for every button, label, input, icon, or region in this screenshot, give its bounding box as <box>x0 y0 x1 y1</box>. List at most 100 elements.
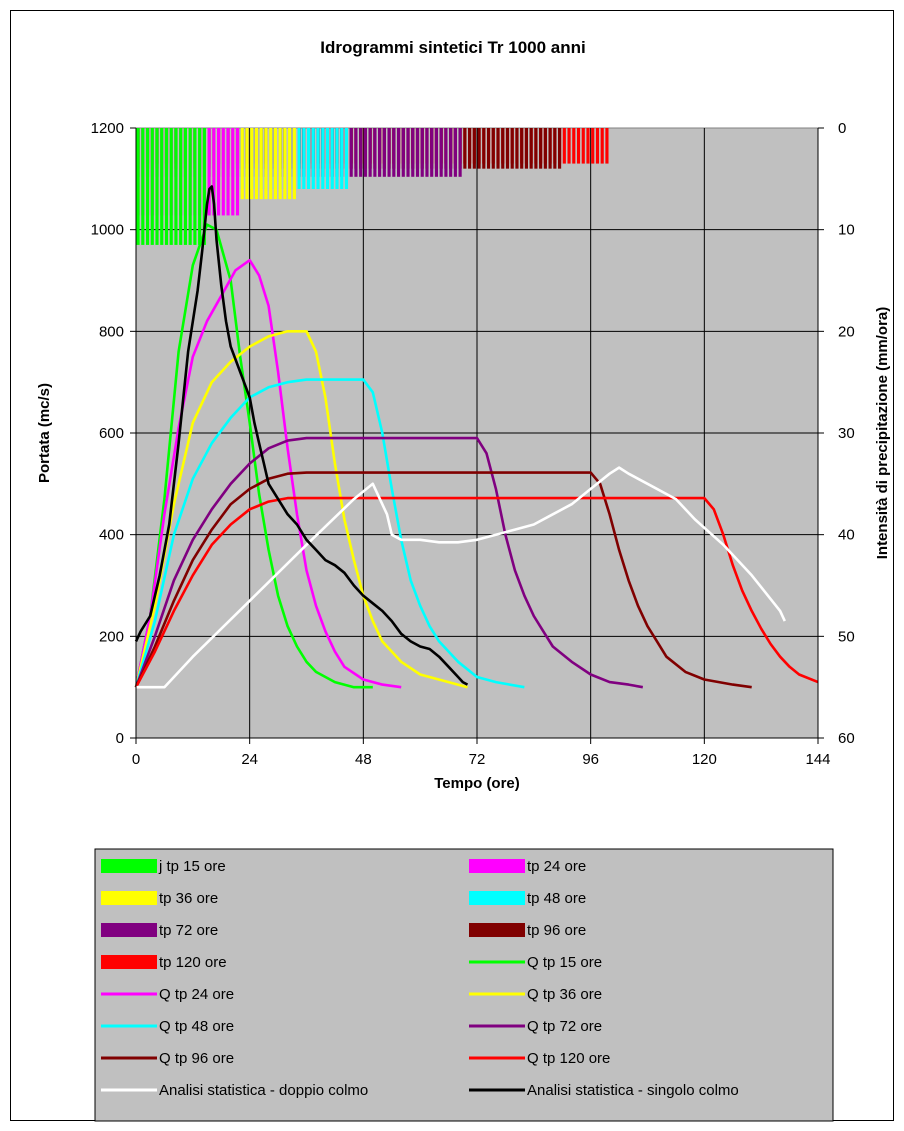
rain-bar <box>373 128 377 177</box>
legend-label: Q tp 96 ore <box>159 1050 234 1067</box>
rain-bar <box>496 128 500 169</box>
y-tick-label: 1200 <box>91 120 124 137</box>
legend-item: tp 120 ore <box>101 954 227 971</box>
rain-bar <box>354 128 358 177</box>
rain-bar <box>572 128 576 164</box>
x-tick-label: 120 <box>692 751 717 768</box>
rain-bar <box>449 128 453 177</box>
rain-bar <box>591 128 595 164</box>
legend-swatch-bar <box>469 859 525 873</box>
y2-tick-label: 60 <box>838 730 855 747</box>
y-tick-labels: 0 200 400 600 800 1000 1200 <box>91 120 124 747</box>
rain-bar <box>567 128 571 164</box>
legend-item: tp 24 ore <box>469 858 586 875</box>
rain-bar <box>278 128 282 200</box>
legend-item: Q tp 48 ore <box>101 1018 234 1035</box>
legend-label: Analisi statistica - singolo colmo <box>527 1082 739 1099</box>
flow-series-line <box>134 378 525 689</box>
flow-series-line <box>134 330 468 689</box>
flow-series-line <box>136 466 786 689</box>
y-tick-label: 0 <box>116 730 124 747</box>
rain-bar <box>425 128 429 177</box>
rain-bar <box>600 128 604 164</box>
rain-bar <box>401 128 405 177</box>
rain-bar <box>482 128 486 169</box>
chart-svg: Idrogrammi sintetici Tr 1000 anni 0 24 48 7… <box>36 38 891 1122</box>
rain-bar <box>505 128 510 169</box>
rain-bar <box>250 128 254 200</box>
rain-bar <box>382 128 386 177</box>
legend-item: Q tp 24 ore <box>101 986 234 1003</box>
flow-series-line <box>134 185 469 686</box>
rain-bar <box>307 128 311 189</box>
y-tick-label: 1000 <box>91 222 124 239</box>
rain-bar <box>491 128 495 169</box>
rain-bar <box>420 128 424 177</box>
rain-bar <box>340 128 344 189</box>
rain-bar <box>202 128 206 245</box>
rain-bar <box>292 128 296 200</box>
rain-bar <box>136 128 140 245</box>
y2-tick-label: 40 <box>838 527 855 544</box>
legend-item: Q tp 72 ore <box>469 1018 602 1035</box>
rain-bar <box>335 128 339 189</box>
legend <box>94 848 834 1122</box>
rain-bar <box>269 128 273 200</box>
rain-bar <box>472 128 476 169</box>
rain-bar <box>231 128 235 216</box>
flow-series-line <box>134 258 402 689</box>
legend-item: Q tp 96 ore <box>101 1050 234 1067</box>
rain-bar <box>179 128 183 245</box>
legend-item: Q tp 15 ore <box>469 954 602 971</box>
legend-swatch-bar <box>101 923 157 937</box>
rain-series <box>136 128 206 245</box>
rain-bar <box>520 128 524 169</box>
rain-bar <box>145 128 150 245</box>
y-tick-label: 600 <box>99 425 124 442</box>
chart-title: Idrogrammi sintetici Tr 1000 anni <box>320 38 585 57</box>
rain-bar <box>539 128 543 169</box>
x-axis-label: Tempo (ore) <box>434 775 520 792</box>
rain-bar <box>548 128 552 169</box>
x-tick-labels: 0 24 48 72 96 120 144 <box>132 751 831 768</box>
rain-bar <box>534 128 538 169</box>
rain-bar <box>226 128 230 216</box>
legend-label: tp 96 ore <box>527 922 586 939</box>
rain-bar <box>245 128 249 200</box>
rain-bar <box>321 128 325 189</box>
rain-bar <box>444 128 448 177</box>
y2-tick-label: 10 <box>838 222 855 239</box>
y2-axis-label: Intensità di precipitazione (mm/ora) <box>874 307 891 560</box>
legend-item: Analisi statistica - doppio colmo <box>101 1082 368 1099</box>
rain-bar <box>553 128 557 169</box>
legend-label: tp 120 ore <box>159 954 227 971</box>
rain-bar <box>349 128 353 177</box>
rain-bar <box>155 128 159 245</box>
legend-item: Q tp 120 ore <box>469 1050 610 1067</box>
flow-lines <box>134 185 819 689</box>
rain-bar <box>240 128 244 200</box>
rain-bar <box>515 128 519 169</box>
legend-label: tp 48 ore <box>527 890 586 907</box>
legend-label: Q tp 36 ore <box>527 986 602 1003</box>
rain-bar <box>453 128 457 177</box>
legend-label: tp 24 ore <box>527 858 586 875</box>
rain-bar <box>160 128 164 245</box>
rain-bar <box>316 128 320 189</box>
rain-bar <box>581 128 585 164</box>
rain-bar <box>183 128 187 245</box>
legend-label: Q tp 72 ore <box>527 1018 602 1035</box>
legend-item: tp 72 ore <box>101 922 218 939</box>
legend-swatch-bar <box>101 859 157 873</box>
rain-bar <box>150 128 154 245</box>
legend-swatch-bar <box>101 955 157 969</box>
rain-bar <box>463 128 467 169</box>
rain-bar <box>510 128 514 169</box>
rain-bar <box>415 128 420 177</box>
rain-bar <box>254 128 259 200</box>
rain-bar <box>434 128 439 177</box>
y2-tick-label: 20 <box>838 323 855 340</box>
legend-swatch-bar <box>101 891 157 905</box>
y2-tick-labels: 0 10 20 30 40 50 60 <box>838 120 855 747</box>
rain-bar <box>141 128 145 245</box>
